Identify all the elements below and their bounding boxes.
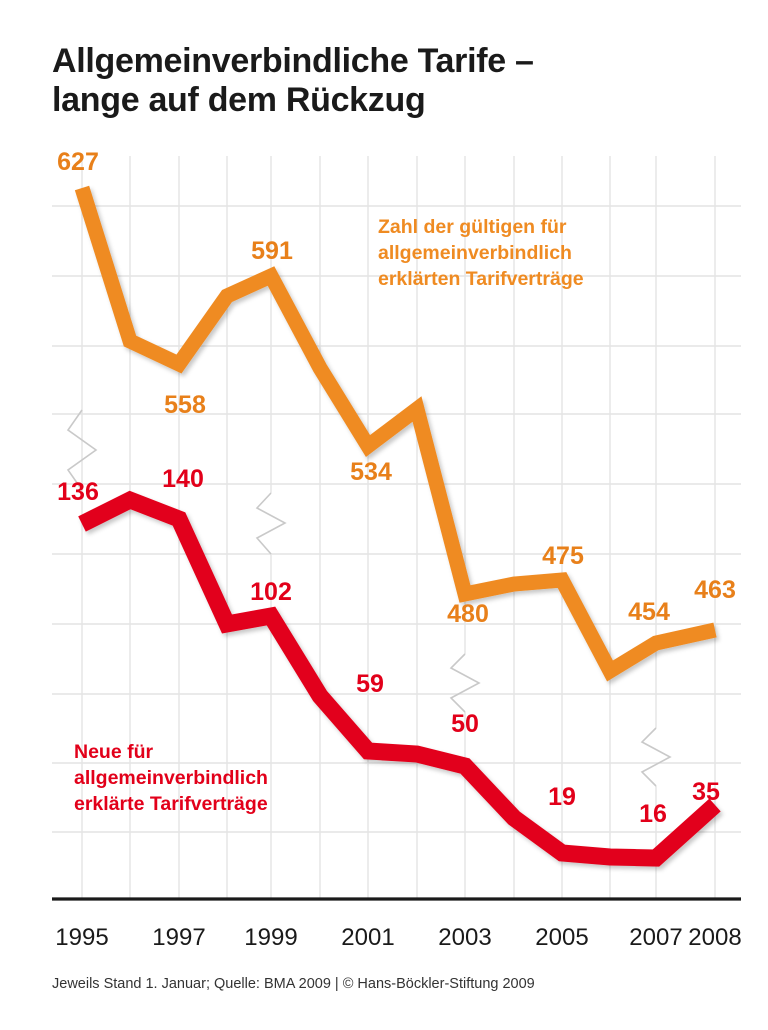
x-tick-1997: 1997 bbox=[152, 924, 206, 951]
orange-value-label-5: 475 bbox=[542, 542, 584, 570]
red-value-label-1: 140 bbox=[162, 465, 204, 493]
red-value-label-0: 136 bbox=[57, 478, 99, 506]
orange-value-label-1: 558 bbox=[164, 391, 206, 419]
red-value-label-5: 19 bbox=[548, 783, 576, 811]
x-tick-2007: 2007 bbox=[629, 924, 683, 951]
x-tick-2001: 2001 bbox=[341, 924, 395, 951]
series-gueltige-tarifvertraege bbox=[74, 185, 717, 682]
source-footer: Jeweils Stand 1. Januar; Quelle: BMA 200… bbox=[52, 976, 535, 992]
orange-value-label-6: 454 bbox=[628, 598, 670, 626]
legend-red-series: Neue für allgemeinverbindlich erklärte T… bbox=[74, 741, 268, 815]
red-value-label-6: 16 bbox=[639, 800, 667, 828]
series-neue-tarifvertraege bbox=[78, 490, 721, 867]
red-value-label-7: 35 bbox=[692, 778, 720, 806]
x-tick-2005: 2005 bbox=[535, 924, 589, 951]
red-value-label-2: 102 bbox=[250, 578, 292, 606]
orange-value-label-3: 534 bbox=[350, 458, 392, 486]
legend-orange-series: Zahl der gültigen für allgemeinverbindli… bbox=[378, 216, 584, 290]
page-title: Allgemeinverbindliche Tarife – lange auf… bbox=[52, 42, 534, 120]
red-value-label-3: 59 bbox=[356, 670, 384, 698]
x-tick-1995: 1995 bbox=[55, 924, 109, 951]
orange-value-label-2: 591 bbox=[251, 237, 293, 265]
x-tick-1999: 1999 bbox=[244, 924, 298, 951]
chart-canvas bbox=[52, 156, 741, 901]
orange-value-label-0: 627 bbox=[57, 148, 99, 176]
axis-break-marks bbox=[66, 409, 672, 787]
x-tick-2008: 2008 bbox=[688, 924, 742, 951]
red-value-label-4: 50 bbox=[451, 710, 479, 738]
orange-value-label-7: 463 bbox=[694, 576, 736, 604]
orange-value-label-4: 480 bbox=[447, 600, 489, 628]
x-tick-2003: 2003 bbox=[438, 924, 492, 951]
